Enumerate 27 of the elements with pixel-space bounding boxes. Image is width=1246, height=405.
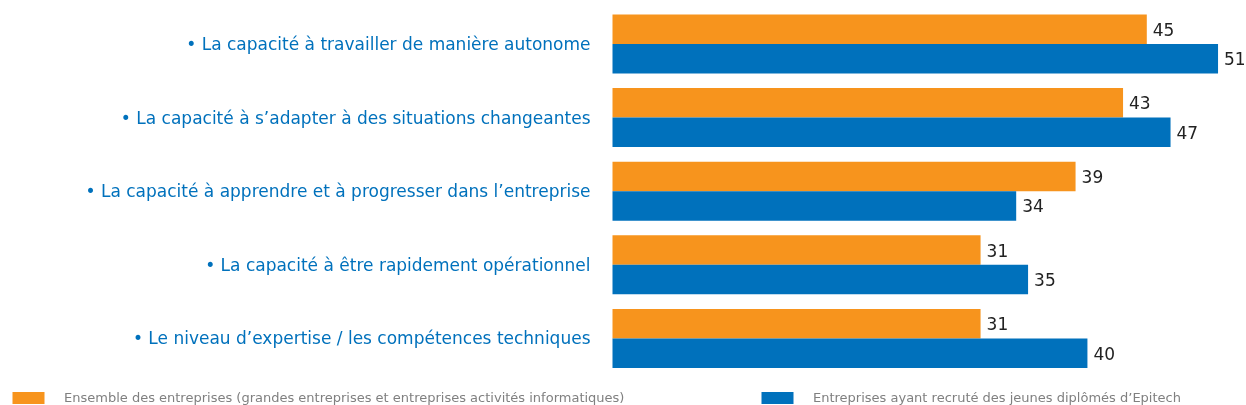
bar [612, 88, 1124, 118]
data-label: 45 [1152, 19, 1175, 40]
data-label: 34 [1022, 196, 1044, 217]
data-label: 43 [1129, 93, 1151, 114]
data-label: 31 [986, 314, 1009, 335]
data-label: 47 [1176, 122, 1199, 143]
y-tick-label: • La capacité à apprendre et à progresser dans l’entreprise [85, 181, 591, 202]
legend-label: Ensemble des entreprises (grandes entreprises et entreprises activités informatiques) [64, 390, 625, 405]
bar [612, 191, 1017, 221]
legend-label: Entreprises ayant recruté des jeunes diplômés d’Epitech [813, 390, 1181, 405]
bar [612, 161, 1076, 192]
bar [612, 308, 981, 339]
bar [612, 338, 1088, 368]
y-tick-label: • La capacité à être rapidement opérationnel [205, 254, 591, 275]
data-label: 51 [1224, 49, 1246, 70]
bar [612, 14, 1147, 44]
bar [612, 117, 1171, 148]
bar [612, 235, 981, 265]
data-label: 40 [1093, 343, 1116, 364]
y-tick-label: • Le niveau d’expertise / les compétences techniques [132, 328, 591, 349]
bar [612, 264, 1029, 295]
data-label: 35 [1034, 270, 1056, 291]
y-tick-label: • La capacité à s’adapter à des situations changeantes [120, 107, 591, 128]
data-label: 31 [986, 240, 1009, 261]
bar [612, 44, 1219, 74]
y-tick-label: • La capacité à travailler de manière autonome [186, 34, 591, 54]
data-label: 39 [1081, 166, 1104, 187]
